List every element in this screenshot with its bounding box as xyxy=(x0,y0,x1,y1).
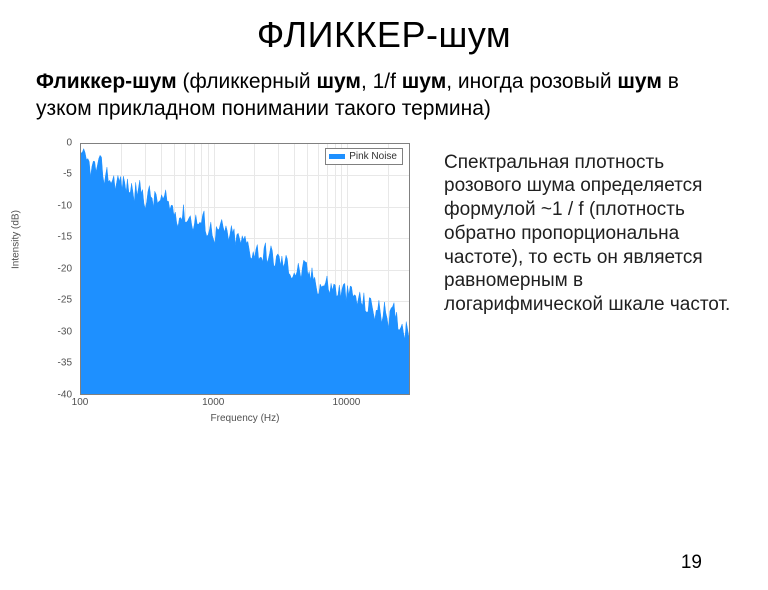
y-tick-label: -15 xyxy=(58,232,72,243)
y-tick-label: -35 xyxy=(58,358,72,369)
x-tick-label: 1000 xyxy=(202,397,224,408)
intro-paragraph: Фликкер-шум (фликкерный шум, 1/f шум, ин… xyxy=(36,68,732,123)
slide-number: 19 xyxy=(681,552,702,574)
content-row: Intensity (dB) 0-5-10-15-20-25-30-35-40 … xyxy=(0,133,768,443)
x-tick-label: 100 xyxy=(72,397,89,408)
right-paragraph: Спектральная плотность розового шума опр… xyxy=(430,133,738,317)
y-tick-label: -25 xyxy=(58,295,72,306)
intro-bold-4: шум xyxy=(617,70,661,93)
legend-label: Pink Noise xyxy=(349,151,397,162)
y-tick-label: -5 xyxy=(63,169,72,180)
x-axis-label: Frequency (Hz) xyxy=(80,413,410,424)
intro-bold-2: шум xyxy=(316,70,360,93)
intro-txt-3: , иногда розовый xyxy=(446,70,617,93)
intro-txt-2: , 1/f xyxy=(361,70,402,93)
y-tick-label: -20 xyxy=(58,263,72,274)
intro-bold-1: Фликкер-шум xyxy=(36,70,177,93)
x-tick-label: 10000 xyxy=(333,397,361,408)
x-ticks: 100100010000 xyxy=(80,397,410,413)
y-tick-label: -40 xyxy=(58,389,72,400)
chart-legend: Pink Noise xyxy=(325,148,403,165)
chart-svg xyxy=(81,144,409,394)
slide-title: ФЛИККЕР-шум xyxy=(0,14,768,56)
y-tick-label: -30 xyxy=(58,326,72,337)
intro-txt-1: (фликкерный xyxy=(177,70,317,93)
y-tick-label: 0 xyxy=(66,137,72,148)
pink-noise-area xyxy=(81,148,409,393)
plot-area: Pink Noise xyxy=(80,143,410,395)
legend-swatch xyxy=(329,154,345,159)
y-ticks: 0-5-10-15-20-25-30-35-40 xyxy=(10,143,78,395)
pink-noise-chart: Intensity (dB) 0-5-10-15-20-25-30-35-40 … xyxy=(10,133,430,443)
y-tick-label: -10 xyxy=(58,200,72,211)
intro-bold-3: шум xyxy=(402,70,446,93)
